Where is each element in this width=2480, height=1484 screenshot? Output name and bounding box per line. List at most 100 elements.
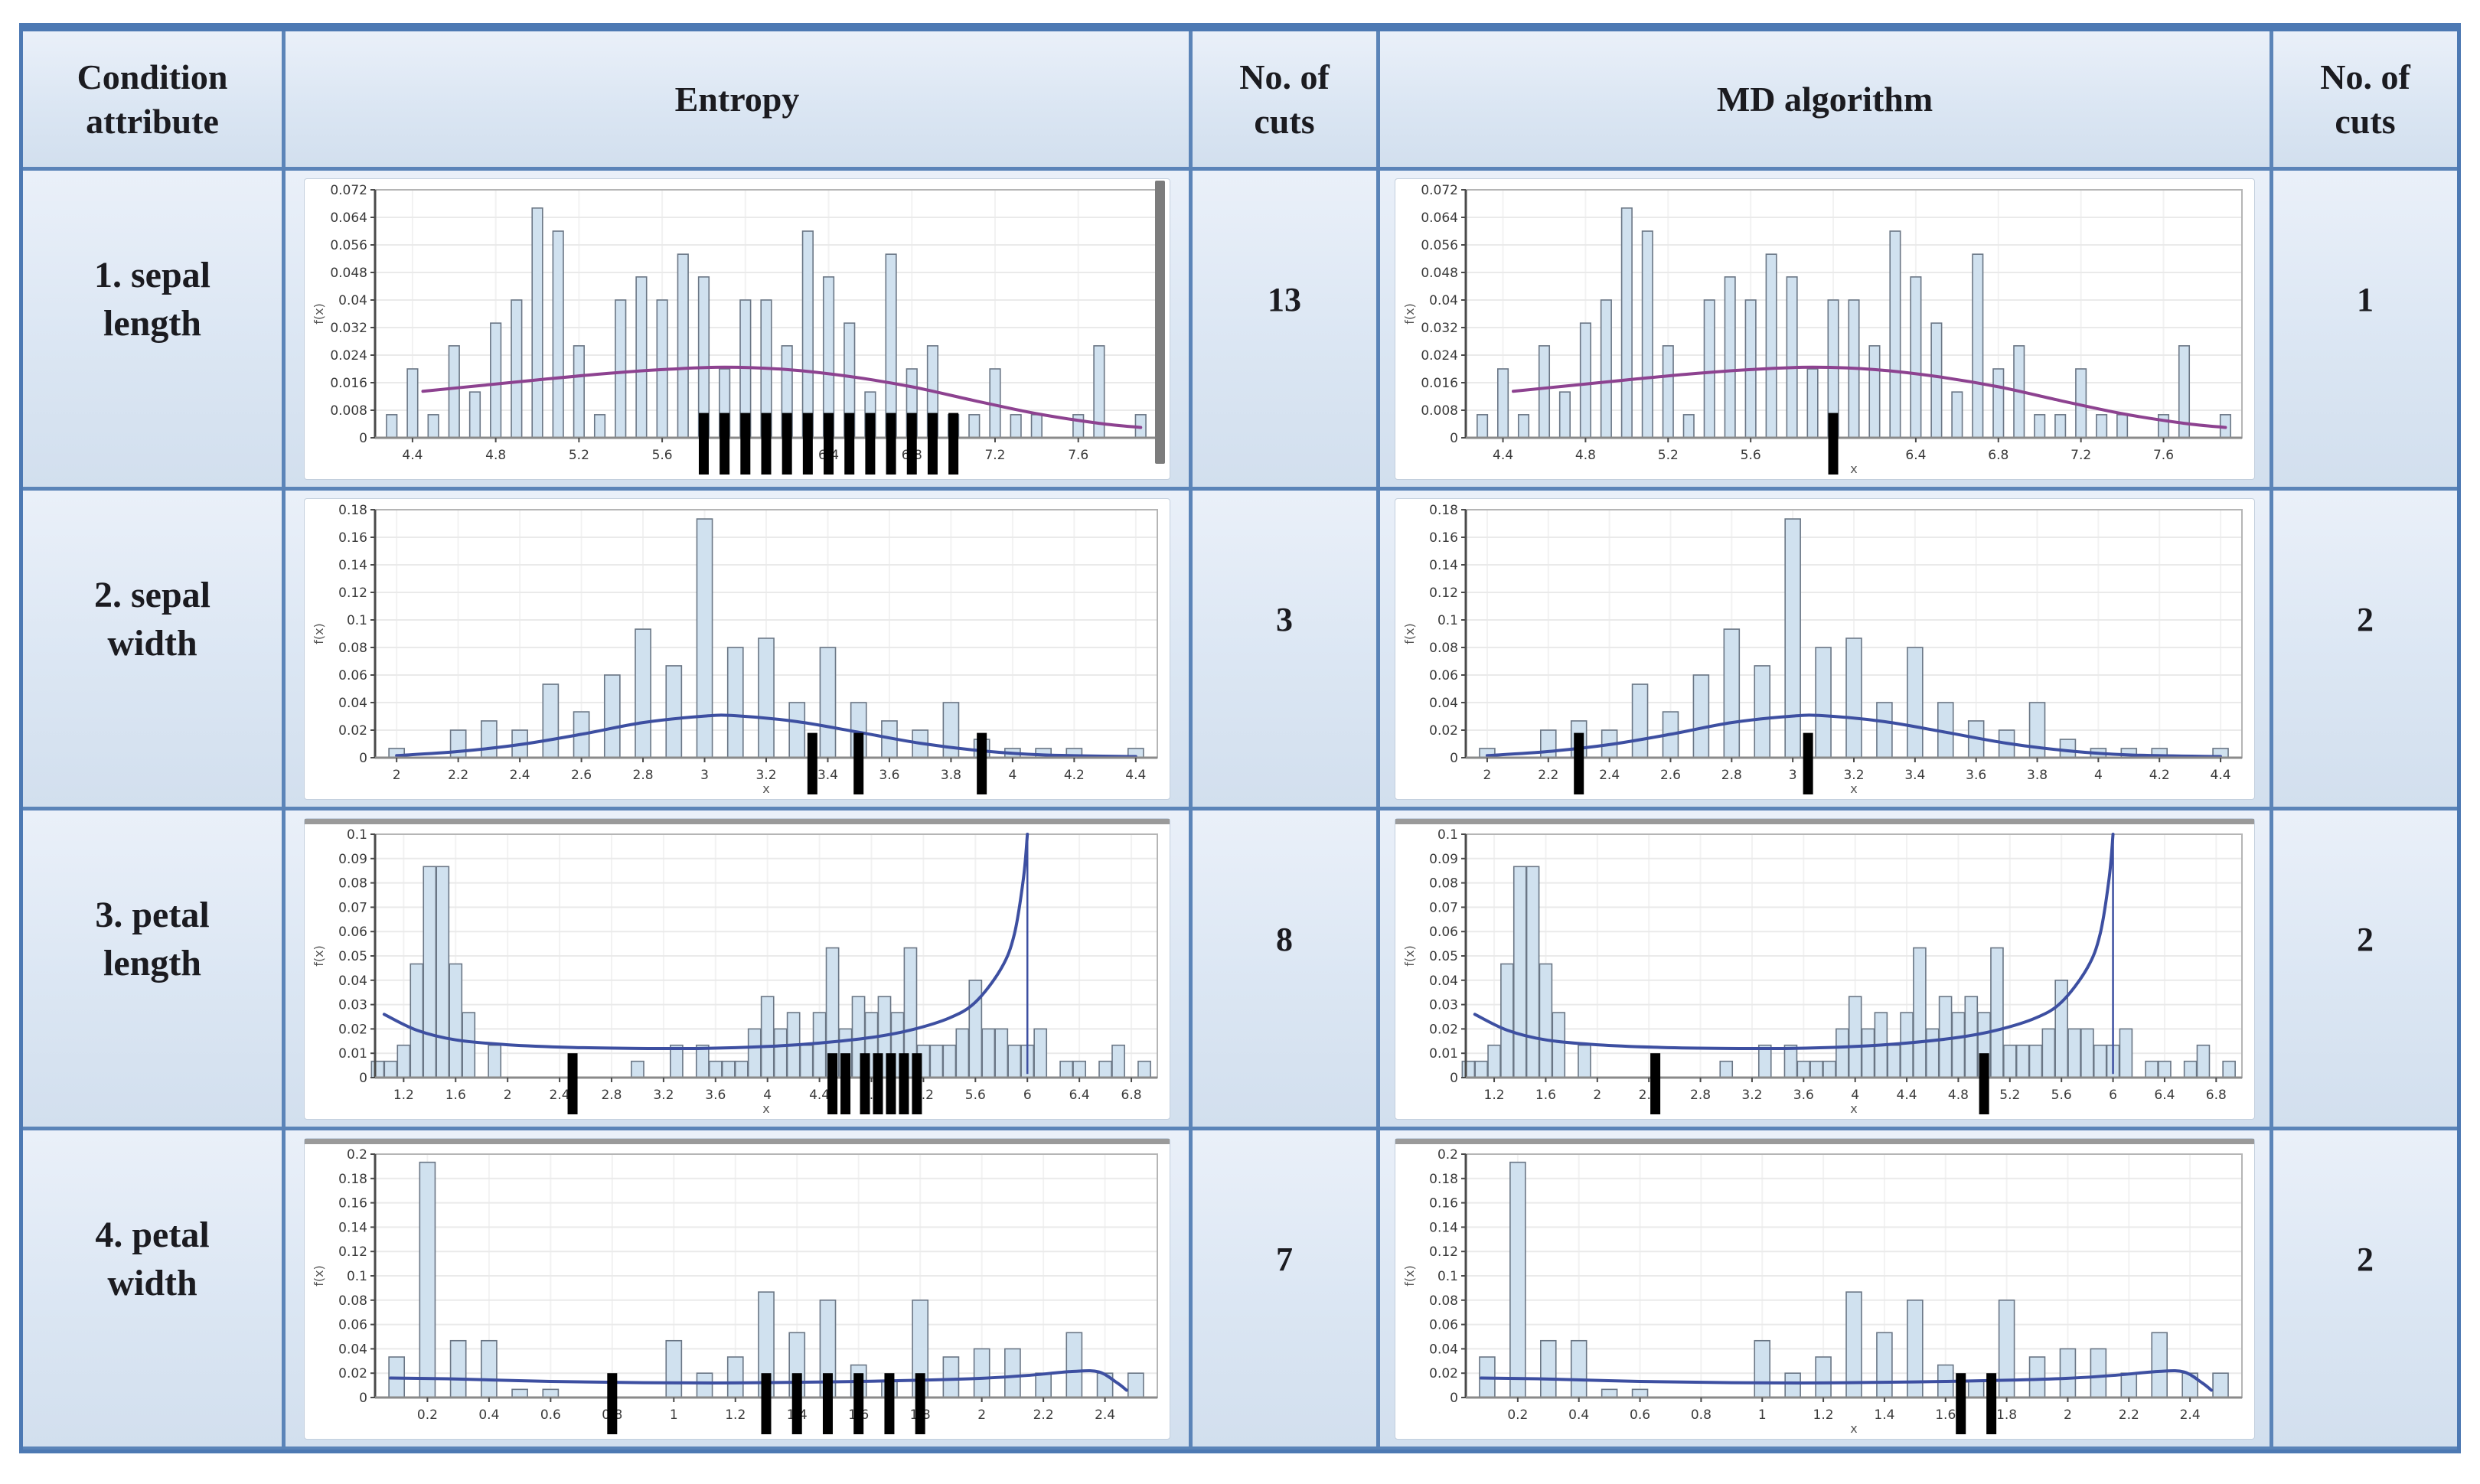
- entropy-chart-cell-petal-width: 0 0.02 0.04 0.06 0.08 0.1 0.12 0.14 0.16 0.18 0.2 0…: [286, 1130, 1189, 1446]
- svg-text:0.12: 0.12: [338, 585, 367, 601]
- svg-text:2.2: 2.2: [2119, 1407, 2139, 1423]
- cuts-value: 2: [2357, 601, 2374, 638]
- svg-text:0.08: 0.08: [1429, 876, 1458, 892]
- svg-text:x: x: [762, 781, 769, 796]
- svg-text:1.4: 1.4: [1874, 1407, 1894, 1423]
- histogram-sepal-width-md: 0 0.02 0.04 0.06 0.08 0.1 0.12 0.14 0.16 0.18 2 2.2…: [1395, 498, 2255, 800]
- svg-text:0.056: 0.056: [1421, 238, 1458, 253]
- svg-text:1.2: 1.2: [1484, 1088, 1505, 1103]
- svg-text:0.01: 0.01: [338, 1046, 367, 1062]
- svg-text:0.016: 0.016: [1421, 376, 1458, 391]
- svg-text:0.032: 0.032: [1421, 321, 1458, 336]
- svg-text:0.1: 0.1: [347, 1269, 367, 1284]
- svg-text:2.6: 2.6: [1660, 768, 1681, 783]
- svg-text:0.048: 0.048: [330, 266, 367, 281]
- attribute-petal-length: 3. petal length: [23, 810, 282, 1127]
- svg-text:5.6: 5.6: [965, 1088, 986, 1103]
- entropy-cuts-count-sepal-length: 13: [1193, 171, 1376, 487]
- md-chart-cell-petal-width: 0 0.02 0.04 0.06 0.08 0.1 0.12 0.14 0.16 0.18 0.2 0…: [1380, 1130, 2270, 1446]
- svg-text:2: 2: [2064, 1407, 2072, 1423]
- svg-text:0.02: 0.02: [1429, 1022, 1458, 1037]
- svg-text:2.2: 2.2: [1538, 768, 1558, 783]
- svg-text:0.024: 0.024: [1421, 348, 1458, 364]
- svg-text:4.2: 4.2: [2149, 768, 2170, 783]
- svg-text:0: 0: [1450, 751, 1458, 766]
- svg-text:6.4: 6.4: [1069, 1088, 1090, 1103]
- svg-text:5.2: 5.2: [1658, 448, 1679, 463]
- svg-text:0.14: 0.14: [338, 1220, 367, 1235]
- svg-text:0.2: 0.2: [417, 1407, 438, 1423]
- svg-text:5.6: 5.6: [1741, 448, 1761, 463]
- cuts-value: 8: [1276, 921, 1293, 958]
- svg-text:4.8: 4.8: [1575, 448, 1596, 463]
- entropy-cuts-count-sepal-width: 3: [1193, 491, 1376, 807]
- svg-text:0.04: 0.04: [1429, 696, 1458, 711]
- entropy-cuts-count-petal-width: 7: [1193, 1130, 1376, 1446]
- header-condition-attribute: Condition attribute: [23, 31, 282, 167]
- svg-text:0.024: 0.024: [330, 348, 367, 364]
- svg-text:0.12: 0.12: [1429, 1244, 1458, 1260]
- svg-text:3.6: 3.6: [1966, 768, 1986, 783]
- svg-text:1.2: 1.2: [725, 1407, 746, 1423]
- svg-text:0.064: 0.064: [1421, 210, 1458, 226]
- svg-text:4.2: 4.2: [1064, 768, 1085, 783]
- svg-text:0.6: 0.6: [540, 1407, 561, 1423]
- svg-text:0.072: 0.072: [1421, 183, 1458, 198]
- svg-text:7.6: 7.6: [2153, 448, 2174, 463]
- cuts-value: 2: [2357, 1241, 2374, 1278]
- svg-text:0.16: 0.16: [338, 1196, 367, 1212]
- svg-text:0.09: 0.09: [338, 852, 367, 867]
- svg-text:2.8: 2.8: [601, 1088, 622, 1103]
- svg-text:1.6: 1.6: [1535, 1088, 1556, 1103]
- svg-text:0.14: 0.14: [1429, 1220, 1458, 1235]
- svg-text:0.16: 0.16: [1429, 1196, 1458, 1212]
- svg-text:4.8: 4.8: [485, 448, 506, 463]
- svg-text:0.06: 0.06: [338, 1318, 367, 1333]
- header-no-of-cuts-entropy: No. of cuts: [1193, 31, 1376, 167]
- svg-text:0.08: 0.08: [338, 1293, 367, 1309]
- svg-text:0.14: 0.14: [1429, 558, 1458, 573]
- svg-text:0.02: 0.02: [1429, 723, 1458, 739]
- histogram-petal-length-entropy: 0 0.01 0.02 0.03 0.04 0.05 0.06 0.07 0.08 0.09 0.1…: [304, 818, 1170, 1120]
- svg-text:2.8: 2.8: [633, 768, 654, 783]
- svg-text:0.04: 0.04: [338, 1342, 367, 1357]
- svg-text:4: 4: [2094, 768, 2103, 783]
- svg-text:4.8: 4.8: [1948, 1088, 1969, 1103]
- md-chart-cell-petal-length: 0 0.01 0.02 0.03 0.04 0.05 0.06 0.07 0.08 0.09 0.1…: [1380, 810, 2270, 1127]
- svg-text:0.08: 0.08: [1429, 641, 1458, 656]
- svg-text:0.4: 0.4: [1568, 1407, 1589, 1423]
- header-entropy: Entropy: [286, 31, 1189, 167]
- svg-text:0.06: 0.06: [1429, 925, 1458, 940]
- svg-text:0.008: 0.008: [330, 403, 367, 419]
- md-cuts-count-sepal-length: 1: [2273, 171, 2457, 487]
- svg-text:0.04: 0.04: [338, 696, 367, 711]
- svg-text:0.02: 0.02: [338, 1366, 367, 1381]
- svg-text:x: x: [1850, 1421, 1857, 1436]
- svg-text:4.4: 4.4: [1897, 1088, 1917, 1103]
- svg-text:0.1: 0.1: [1437, 1269, 1458, 1284]
- svg-text:0.1: 0.1: [1437, 827, 1458, 843]
- svg-text:0.064: 0.064: [330, 210, 367, 226]
- svg-text:2: 2: [977, 1407, 986, 1423]
- svg-text:4: 4: [763, 1088, 772, 1103]
- svg-text:0.06: 0.06: [338, 925, 367, 940]
- svg-text:0.06: 0.06: [1429, 668, 1458, 683]
- svg-text:0.04: 0.04: [1429, 974, 1458, 989]
- svg-text:1: 1: [1758, 1407, 1767, 1423]
- svg-text:f(x): f(x): [1402, 1265, 1417, 1287]
- svg-text:2.4: 2.4: [510, 768, 530, 783]
- svg-text:f(x): f(x): [1402, 623, 1417, 644]
- svg-text:6: 6: [2109, 1088, 2117, 1103]
- svg-text:3.4: 3.4: [1904, 768, 1925, 783]
- svg-text:0.04: 0.04: [338, 974, 367, 989]
- svg-text:0: 0: [359, 431, 367, 446]
- entropy-chart-cell-sepal-length: 0 0.008 0.016 0.024 0.032 0.04 0.048 0.056 0.064…: [286, 171, 1189, 487]
- cuts-value: 7: [1276, 1241, 1293, 1278]
- svg-text:0.18: 0.18: [338, 503, 367, 518]
- header-no-of-cuts-md: No. of cuts: [2273, 31, 2457, 167]
- attribute-label: 2. sepal width: [93, 575, 210, 664]
- svg-text:5.2: 5.2: [1999, 1088, 2020, 1103]
- svg-text:0.06: 0.06: [338, 668, 367, 683]
- svg-text:0.056: 0.056: [330, 238, 367, 253]
- svg-text:0.03: 0.03: [338, 998, 367, 1013]
